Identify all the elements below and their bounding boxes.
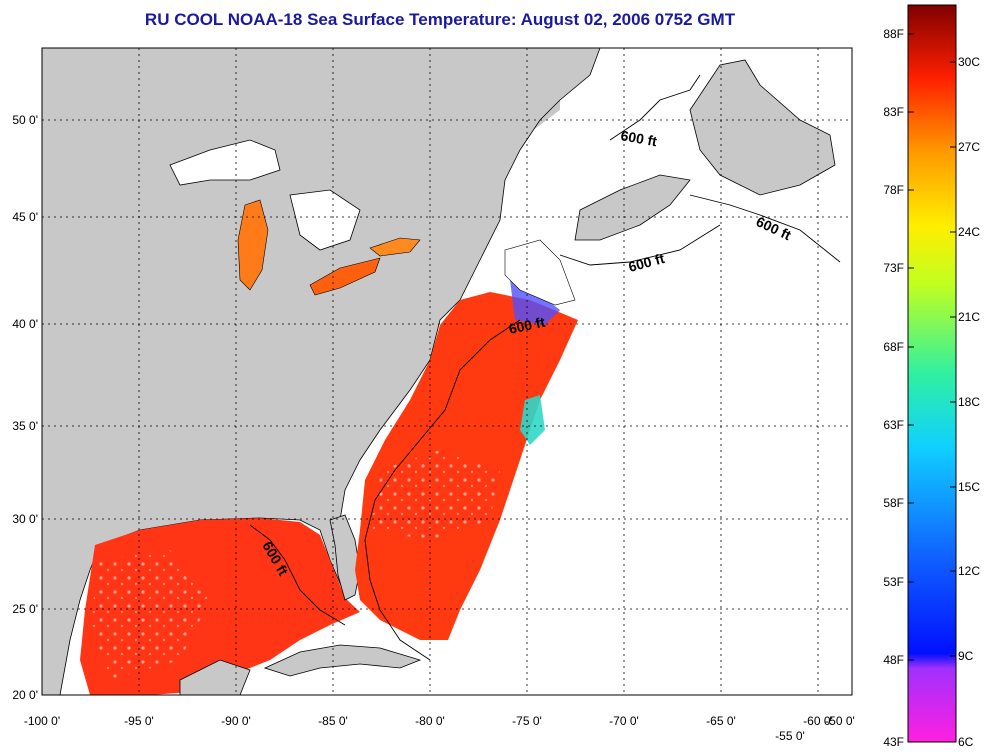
fahrenheit-tick-label: 63F [883, 418, 904, 432]
cloud-speckle [90, 550, 210, 680]
celsius-labels: 30C 27C 24C 21C 18C 15C 12C 9C 6C [958, 55, 980, 749]
lake-erie-sst [309, 257, 381, 296]
celsius-tick-label: 21C [958, 310, 980, 324]
nova-scotia-land [574, 174, 691, 241]
fahrenheit-tick-label: 58F [883, 496, 904, 510]
x-tick-label: -100 0' [24, 714, 60, 728]
map-frame [41, 47, 853, 696]
fahrenheit-tick-label: 68F [883, 340, 904, 354]
fahrenheit-tick-label: 53F [883, 575, 904, 589]
x-tick-label: -90 0' [221, 714, 251, 728]
fahrenheit-tick-label: 78F [883, 183, 904, 197]
x-tick-label: -60 0' [803, 714, 833, 728]
cool-water-patch [520, 395, 545, 445]
map-title: RU COOL NOAA-18 Sea Surface Temperature:… [144, 10, 736, 29]
colorbar-gradient [907, 4, 957, 743]
y-tick-label: 25 0' [12, 602, 38, 616]
x-tick-label: -65 0' [706, 714, 736, 728]
contour-label: 600 ft [619, 127, 658, 149]
lake-huron [289, 189, 361, 251]
y-tick-label: 20 0' [12, 688, 38, 702]
x-tick-label: -50 0' [825, 714, 855, 728]
celsius-tick-label: 12C [958, 564, 980, 578]
celsius-tick-label: 24C [958, 225, 980, 239]
x-tick-label: -95 0' [124, 714, 154, 728]
yucatan-land [179, 659, 251, 695]
contour-label: 600 ft [507, 314, 546, 337]
fahrenheit-tick-label: 83F [883, 105, 904, 119]
cuba-land [263, 644, 422, 677]
celsius-tick-label: 6C [958, 735, 974, 749]
celsius-tick-label: 15C [958, 480, 980, 494]
lake-superior [169, 139, 281, 186]
gulf-of-maine-sst [504, 239, 576, 306]
x-tick-label: -55 0' [775, 729, 805, 743]
x-tick-label: -75 0' [512, 714, 542, 728]
x-axis-labels: -100 0' -95 0' -90 0' -85 0' -80 0' -75 … [24, 714, 855, 743]
y-tick-label: 40 0' [12, 317, 38, 331]
y-tick-label: 45 0' [12, 210, 38, 224]
newfoundland-land [689, 59, 836, 196]
x-tick-label: -80 0' [415, 714, 445, 728]
y-axis-labels: 50 0' 45 0' 40 0' 35 0' 30 0' 25 0' 20 0… [12, 113, 38, 702]
cloud-speckle [370, 450, 500, 540]
fahrenheit-labels: 88F 83F 78F 73F 68F 63F 58F 53F 48F 43F [883, 27, 904, 749]
lake-ontario-sst [369, 237, 421, 257]
y-tick-label: 30 0' [12, 512, 38, 526]
y-tick-label: 35 0' [12, 419, 38, 433]
fahrenheit-tick-label: 88F [883, 27, 904, 41]
x-tick-label: -70 0' [609, 714, 639, 728]
celsius-tick-label: 27C [958, 140, 980, 154]
fahrenheit-tick-label: 48F [883, 653, 904, 667]
florida-land [329, 514, 361, 601]
x-tick-label: -85 0' [318, 714, 348, 728]
depth-contours [249, 74, 841, 661]
fahrenheit-tick-label: 73F [883, 261, 904, 275]
lake-michigan-sst [237, 199, 269, 291]
fahrenheit-tick-label: 43F [883, 735, 904, 749]
y-tick-label: 50 0' [12, 113, 38, 127]
celsius-tick-label: 9C [958, 649, 974, 663]
colorbar-ticks [908, 33, 956, 661]
celsius-tick-label: 18C [958, 395, 980, 409]
celsius-tick-label: 30C [958, 55, 980, 69]
